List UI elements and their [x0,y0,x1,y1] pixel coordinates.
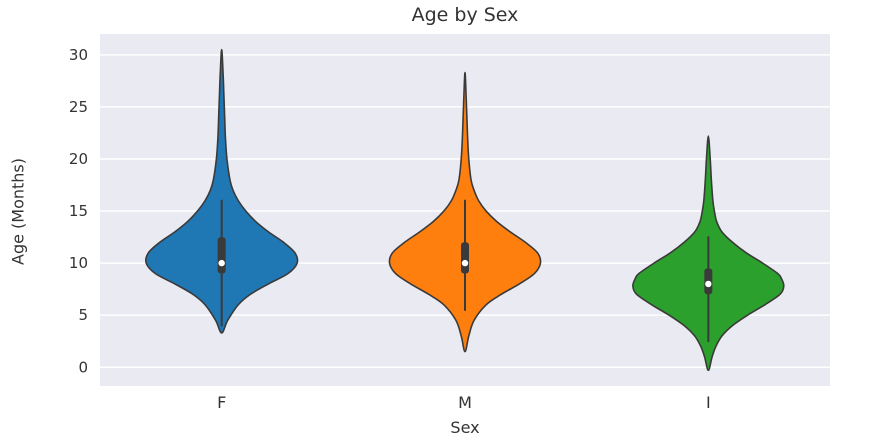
y-tick-label: 20 [69,150,88,168]
x-tick-label-I: I [706,393,711,412]
quartile-box-M [461,242,469,274]
y-tick-label: 15 [69,202,88,220]
y-tick-label: 25 [69,98,88,116]
y-tick-label: 30 [69,46,88,64]
violin-F [144,48,299,334]
x-axis-label: Sex [450,418,480,437]
x-tick-label-F: F [217,393,226,412]
y-tick-label: 0 [78,358,88,376]
median-dot-I [705,280,712,288]
chart-title: Age by Sex [411,4,519,26]
x-tick-label-M: M [458,393,472,412]
y-tick-label: 5 [78,306,88,324]
median-dot-M [461,259,469,267]
quartile-box-F [217,237,226,274]
y-tick-label: 10 [69,254,88,272]
median-dot-F [218,259,225,267]
